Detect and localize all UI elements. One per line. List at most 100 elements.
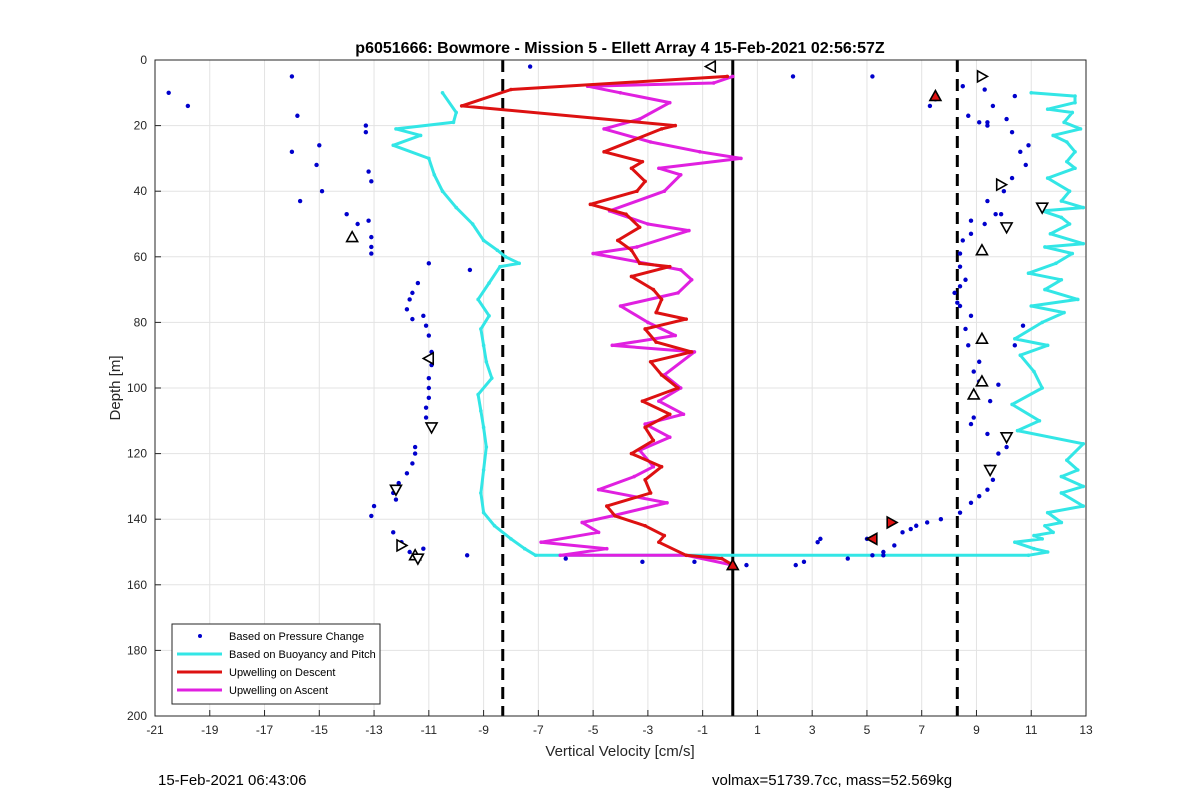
pressure-change-point [391, 530, 396, 535]
pressure-change-point [314, 162, 319, 168]
descent-series-vertex [509, 87, 513, 92]
buoyancy-series-vertex [517, 261, 521, 266]
buoyancy-series-vertex [1026, 271, 1031, 276]
pressure-change-point [968, 421, 974, 427]
buoyancy-series-vertex [481, 238, 486, 243]
pressure-change-point [968, 218, 974, 223]
buoyancy-series-vertex [1051, 133, 1055, 138]
pressure-change-point [993, 211, 998, 217]
y-tick-label: 140 [127, 512, 147, 526]
footer-mass-info: volmax=51739.7cc, mass=52.569kg [712, 772, 953, 789]
descent-series-vertex [635, 189, 639, 193]
pressure-change-point [982, 221, 987, 227]
pressure-change-point [977, 494, 982, 499]
pressure-change-point [968, 313, 974, 319]
x-tick-label: -9 [478, 723, 489, 737]
x-tick-label: 9 [973, 723, 980, 737]
descent-series-vertex [648, 491, 653, 495]
descent-series-vertex [659, 127, 664, 131]
buoyancy-series-vertex [1059, 215, 1064, 220]
buoyancy-series-vertex [481, 468, 486, 472]
buoyancy-series-vertex [432, 173, 437, 177]
descent-series-vertex [684, 317, 689, 321]
pressure-change-point [985, 120, 990, 125]
buoyancy-series-vertex [1043, 287, 1047, 292]
pressure-change-point [1004, 116, 1009, 122]
pressure-change-point [1023, 162, 1028, 168]
pressure-change-point [366, 169, 371, 174]
x-axis-label: Vertical Velocity [cm/s] [545, 743, 694, 760]
buoyancy-series-vertex [1065, 140, 1069, 144]
pressure-change-point [971, 415, 976, 420]
pressure-change-point [977, 120, 982, 125]
pressure-change-point [640, 559, 645, 565]
pressure-change-point [412, 451, 418, 456]
buoyancy-series-vertex [509, 537, 513, 541]
pressure-change-point [393, 497, 399, 502]
pressure-change-point [957, 251, 963, 256]
pressure-change-point [924, 520, 930, 525]
buoyancy-series-vertex [487, 281, 491, 285]
buoyancy-series-vertex [492, 523, 497, 528]
descent-series-vertex [684, 553, 689, 558]
descent-series-vertex [657, 540, 661, 544]
y-tick-label: 40 [134, 184, 148, 198]
buoyancy-series-vertex [1065, 159, 1069, 164]
descent-series-vertex [637, 225, 642, 230]
triangle-marker [966, 387, 981, 400]
descent-series-vertex [643, 327, 647, 331]
pressure-change-point [977, 359, 982, 364]
pressure-change-point [985, 198, 990, 204]
triangle-marker [995, 177, 1009, 192]
pressure-change-point [289, 74, 295, 79]
buoyancy-series-vertex [1075, 297, 1080, 302]
triangle-marker [389, 484, 403, 497]
x-axis-ticks: -21 -19 -17 -15 -13 -11 -9 -7 -5 -3 -1 1 3 5 7 9 11 13 [146, 710, 1093, 737]
pressure-change-point [957, 284, 963, 289]
y-tick-label: 100 [127, 381, 147, 395]
buoyancy-series-vertex [1075, 468, 1080, 472]
buoyancy-series-vertex [1043, 523, 1047, 528]
triangle-marker [975, 331, 989, 345]
triangle-marker [345, 229, 360, 243]
legend-swatch-pressure [198, 634, 202, 638]
buoyancy-series-vertex [394, 127, 398, 131]
descent-series-vertex [629, 274, 634, 279]
pressure-change-point [423, 415, 429, 420]
pressure-change-point [801, 559, 807, 565]
pressure-change-point [423, 323, 429, 328]
ascent-series-vertex [596, 487, 601, 492]
ascent-series-vertex [657, 399, 661, 403]
descent-series-vertex [648, 359, 653, 364]
descent-series-vertex [725, 74, 730, 79]
pressure-change-point [966, 113, 971, 118]
descent-series-vertex [659, 464, 664, 469]
buoyancy-series-vertex [1037, 419, 1042, 423]
ascent-series-vertex [643, 422, 647, 426]
pressure-change-point [998, 211, 1004, 217]
triangle-marker [886, 515, 899, 530]
descent-series-vertex [643, 478, 647, 482]
buoyancy-series-vertex [1040, 537, 1044, 541]
pressure-change-point [366, 218, 371, 223]
ascent-series-vertex [667, 100, 672, 105]
pressure-change-point [845, 556, 850, 561]
y-tick-label: 0 [140, 53, 147, 67]
pressure-change-point [957, 264, 963, 269]
y-tick-label: 80 [134, 315, 148, 329]
pressure-change-point [963, 277, 968, 282]
x-tick-label: 7 [918, 723, 925, 737]
pressure-change-point [1012, 343, 1018, 348]
ascent-series-vertex [673, 333, 678, 338]
pressure-change-point [996, 451, 1001, 456]
legend-label-ascent: Upwelling on Ascent [229, 685, 328, 697]
buoyancy-series-vertex [440, 91, 445, 95]
pressure-change-point [407, 549, 412, 555]
buoyancy-series-vertex [1045, 510, 1050, 515]
ascent-series-vertex [689, 277, 694, 282]
buoyancy-series-vertex [476, 297, 480, 302]
buoyancy-series-vertex [1081, 205, 1086, 210]
ascent-series-vertex [637, 117, 642, 121]
pressure-change-point [407, 297, 412, 302]
descent-series-vertex [659, 297, 664, 302]
